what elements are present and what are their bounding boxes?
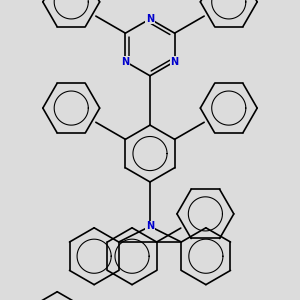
Text: N: N xyxy=(146,221,154,231)
Text: N: N xyxy=(121,57,129,67)
Text: N: N xyxy=(146,14,154,24)
Text: N: N xyxy=(171,57,179,67)
